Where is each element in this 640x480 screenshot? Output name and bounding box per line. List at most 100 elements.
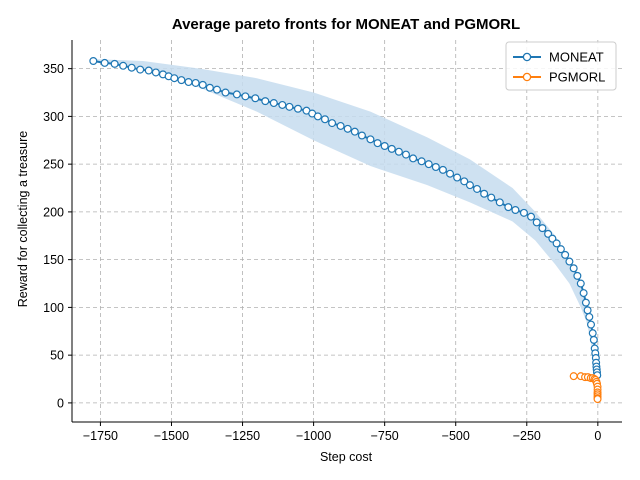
x-tick-label: −500 bbox=[442, 429, 470, 443]
x-tick-label: −1500 bbox=[154, 429, 189, 443]
data-point-moneat bbox=[212, 85, 221, 94]
data-point-moneat bbox=[581, 298, 590, 307]
band-layer bbox=[93, 59, 598, 375]
x-tick-label: 0 bbox=[594, 429, 601, 443]
data-point-moneat bbox=[89, 57, 98, 66]
x-tick-label: −1250 bbox=[225, 429, 260, 443]
data-point-moneat bbox=[511, 205, 520, 214]
y-tick-label: 250 bbox=[43, 158, 64, 172]
data-point-moneat bbox=[527, 212, 536, 221]
axis-layer: −1750 −1500 −1250 −1000 −750 −500 −250 0 0 50 100 1… bbox=[43, 40, 622, 443]
data-point-moneat bbox=[127, 63, 136, 72]
data-point-moneat bbox=[409, 154, 418, 163]
data-point-moneat bbox=[205, 83, 214, 92]
data-point-moneat bbox=[548, 234, 557, 243]
data-point-moneat bbox=[232, 90, 241, 99]
data-point-moneat bbox=[269, 99, 278, 108]
data-point-moneat bbox=[431, 163, 440, 172]
data-point-moneat bbox=[565, 257, 574, 266]
data-point-moneat bbox=[576, 279, 585, 288]
y-tick-label: 150 bbox=[43, 253, 64, 267]
data-point-moneat bbox=[366, 135, 375, 144]
data-point-moneat bbox=[170, 74, 179, 83]
legend-marker-pgmorl bbox=[522, 72, 532, 82]
x-tick-label: −1000 bbox=[296, 429, 331, 443]
data-point-moneat bbox=[504, 203, 513, 212]
legend-label-moneat: MONEAT bbox=[549, 50, 604, 65]
data-point-moneat bbox=[460, 177, 469, 186]
data-point-moneat bbox=[556, 245, 565, 254]
data-point-moneat bbox=[336, 121, 345, 130]
data-point-moneat bbox=[293, 104, 302, 113]
data-point-moneat bbox=[151, 68, 160, 77]
data-point-moneat bbox=[241, 92, 250, 101]
data-point-moneat bbox=[100, 58, 109, 67]
y-axis-label: Reward for collecting a treasure bbox=[16, 131, 30, 308]
data-point-pgmorl bbox=[593, 395, 602, 404]
x-tick-label: −250 bbox=[513, 429, 541, 443]
moneat-std-band bbox=[93, 59, 598, 375]
data-point-moneat bbox=[588, 329, 597, 338]
y-tick-label: 350 bbox=[43, 62, 64, 76]
y-tick-label: 300 bbox=[43, 110, 64, 124]
data-point-moneat bbox=[495, 198, 504, 207]
data-point-moneat bbox=[136, 65, 145, 74]
data-point-moneat bbox=[278, 100, 287, 109]
legend: MONEAT PGMORL bbox=[505, 41, 617, 91]
data-point-moneat bbox=[438, 165, 447, 174]
x-axis-label: Step cost bbox=[320, 450, 373, 464]
data-point-moneat bbox=[544, 229, 553, 238]
data-point-moneat bbox=[446, 169, 455, 178]
data-point-moneat bbox=[473, 184, 482, 193]
data-point-moneat bbox=[184, 78, 193, 87]
data-point-moneat bbox=[313, 112, 322, 121]
data-point-moneat bbox=[320, 115, 329, 124]
data-point-moneat bbox=[417, 157, 426, 166]
data-point-moneat bbox=[373, 139, 382, 148]
data-point-moneat bbox=[480, 189, 489, 198]
data-point-moneat bbox=[328, 119, 337, 128]
data-point-moneat bbox=[191, 78, 200, 87]
data-point-moneat bbox=[569, 264, 578, 273]
data-point-moneat bbox=[585, 312, 594, 321]
data-point-moneat bbox=[394, 147, 403, 156]
data-point-moneat bbox=[343, 124, 352, 133]
data-point-moneat bbox=[579, 289, 588, 298]
data-point-moneat bbox=[285, 102, 294, 111]
data-point-moneat bbox=[532, 218, 541, 227]
y-tick-label: 0 bbox=[57, 396, 64, 410]
data-point-moneat bbox=[144, 66, 153, 75]
data-point-moneat bbox=[561, 250, 570, 259]
legend-label-pgmorl: PGMORL bbox=[549, 70, 605, 85]
data-point-moneat bbox=[177, 76, 186, 85]
data-point-moneat bbox=[357, 131, 366, 140]
data-point-moneat bbox=[487, 193, 496, 202]
data-point-moneat bbox=[589, 335, 598, 344]
data-point-moneat bbox=[119, 61, 128, 70]
data-point-moneat bbox=[453, 173, 462, 182]
legend-marker-moneat bbox=[522, 52, 532, 62]
data-point-moneat bbox=[573, 271, 582, 280]
y-tick-label: 200 bbox=[43, 205, 64, 219]
data-point-moneat bbox=[519, 208, 528, 217]
data-point-moneat bbox=[198, 80, 207, 89]
data-point-moneat bbox=[221, 88, 230, 97]
x-tick-label: −1750 bbox=[83, 429, 118, 443]
y-tick-label: 50 bbox=[50, 349, 64, 363]
data-point-moneat bbox=[401, 150, 410, 159]
data-point-moneat bbox=[424, 160, 433, 169]
data-point-moneat bbox=[552, 239, 561, 248]
data-point-moneat bbox=[538, 224, 547, 233]
data-point-moneat bbox=[350, 127, 359, 136]
data-point-moneat bbox=[110, 59, 119, 68]
data-point-pgmorl bbox=[569, 372, 578, 381]
data-point-moneat bbox=[251, 94, 260, 103]
series-layer bbox=[89, 57, 602, 404]
chart-title: Average pareto fronts for MONEAT and PGM… bbox=[172, 16, 520, 33]
data-point-moneat bbox=[387, 144, 396, 153]
data-point-moneat bbox=[465, 181, 474, 190]
x-tick-label: −750 bbox=[371, 429, 399, 443]
data-point-moneat bbox=[380, 142, 389, 151]
data-point-moneat bbox=[261, 97, 270, 106]
